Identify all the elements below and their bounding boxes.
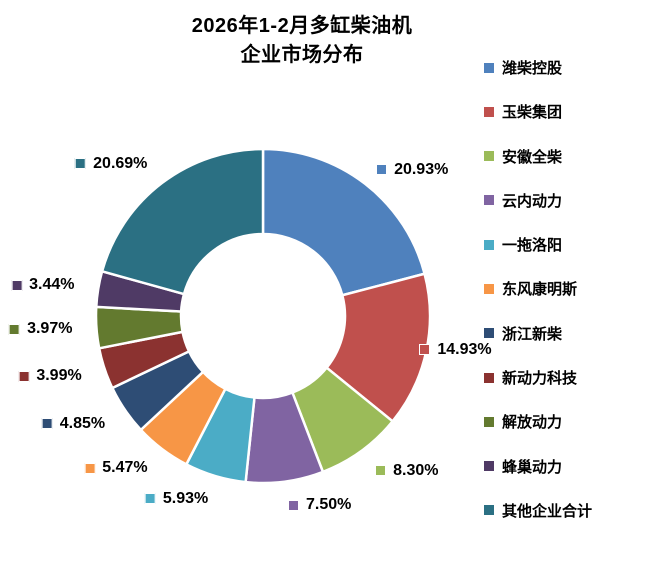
legend-item-7[interactable]: 新动力科技: [484, 367, 592, 388]
data-label-value: 7.50%: [306, 496, 352, 514]
data-label-3: 7.50%: [288, 495, 351, 515]
legend-item-8[interactable]: 解放动力: [484, 411, 592, 432]
legend-key-icon: [484, 195, 494, 206]
data-label-value: 20.93%: [394, 160, 449, 178]
data-label-2: 8.30%: [375, 461, 439, 481]
data-label-value: 5.47%: [102, 459, 148, 477]
data-label-key-icon: [11, 279, 23, 291]
data-label-8: 3.97%: [9, 319, 72, 339]
data-label-value: 8.30%: [393, 461, 439, 479]
data-label-value: 5.93%: [162, 489, 209, 507]
data-label-key-icon: [9, 323, 21, 335]
data-label-key-icon: [375, 465, 387, 477]
legend-item-4[interactable]: 一拖洛阳: [484, 234, 592, 255]
legend-item-label: 玉柴集团: [502, 104, 563, 122]
legend-item-label: 解放动力: [502, 414, 563, 432]
chart-legend: 潍柴控股玉柴集团安徽全柴云内动力一拖洛阳东风康明斯浙江新柴新动力科技解放动力蜂巢…: [484, 57, 592, 521]
legend-key-icon: [484, 416, 494, 427]
data-label-0: 20.93%: [376, 160, 448, 180]
legend-item-5[interactable]: 东风康明斯: [484, 278, 592, 299]
legend-item-0[interactable]: 潍柴控股: [484, 57, 592, 78]
chart-title: 2026年1-2月多缸柴油机 企业市场分布: [2, 12, 602, 70]
data-label-key-icon: [288, 499, 299, 511]
legend-item-2[interactable]: 安徽全柴: [484, 146, 592, 167]
data-label-key-icon: [144, 493, 156, 505]
data-label-key-icon: [75, 158, 87, 170]
legend-key-icon: [484, 328, 494, 339]
legend-item-10[interactable]: 其他企业合计: [484, 500, 592, 521]
data-label-value: 3.97%: [27, 320, 73, 338]
legend-item-9[interactable]: 蜂巢动力: [484, 456, 592, 477]
legend-item-label: 安徽全柴: [502, 148, 563, 166]
legend-item-label: 其他企业合计: [502, 502, 593, 520]
legend-key-icon: [484, 151, 494, 162]
data-label-7: 3.99%: [18, 366, 82, 386]
legend-item-label: 蜂巢动力: [502, 458, 563, 476]
legend-key-icon: [484, 372, 494, 383]
data-label-key-icon: [84, 462, 96, 474]
data-label-4: 5.93%: [144, 489, 209, 509]
legend-item-label: 潍柴控股: [502, 60, 563, 77]
legend-item-label: 东风康明斯: [502, 281, 578, 299]
data-label-6: 4.85%: [41, 414, 106, 434]
data-label-10: 20.69%: [75, 154, 147, 174]
data-label-value: 14.93%: [437, 340, 492, 358]
legend-key-icon: [484, 461, 494, 472]
legend-item-1[interactable]: 玉柴集团: [484, 101, 592, 122]
data-label-key-icon: [18, 370, 30, 382]
legend-key-icon: [484, 239, 494, 250]
legend-item-3[interactable]: 云内动力: [484, 190, 592, 211]
data-label-5: 5.47%: [84, 458, 148, 478]
data-label-key-icon: [376, 164, 388, 176]
chart-title-line2: 企业市场分布: [240, 44, 364, 66]
data-label-1: 14.93%: [419, 340, 492, 360]
data-label-value: 4.85%: [59, 414, 106, 432]
data-label-9: 3.44%: [11, 275, 75, 295]
data-label-key-icon: [419, 344, 431, 356]
legend-item-label: 云内动力: [502, 192, 563, 210]
data-label-value: 20.69%: [93, 154, 148, 172]
legend-item-label: 浙江新柴: [502, 325, 563, 343]
data-label-key-icon: [41, 418, 53, 429]
data-label-value: 3.44%: [29, 276, 75, 294]
legend-key-icon: [484, 106, 494, 117]
legend-key-icon: [484, 505, 494, 516]
legend-item-label: 一拖洛阳: [502, 237, 563, 255]
legend-key-icon: [484, 283, 494, 294]
pie-slice-10[interactable]: [100, 147, 265, 296]
data-label-value: 3.99%: [36, 367, 82, 385]
legend-key-icon: [484, 62, 494, 73]
pie-slice-0[interactable]: [261, 147, 426, 297]
legend-item-label: 新动力科技: [502, 370, 578, 388]
legend-item-6[interactable]: 浙江新柴: [484, 323, 592, 344]
chart-title-line1: 2026年1-2月多缸柴油机: [191, 15, 413, 37]
